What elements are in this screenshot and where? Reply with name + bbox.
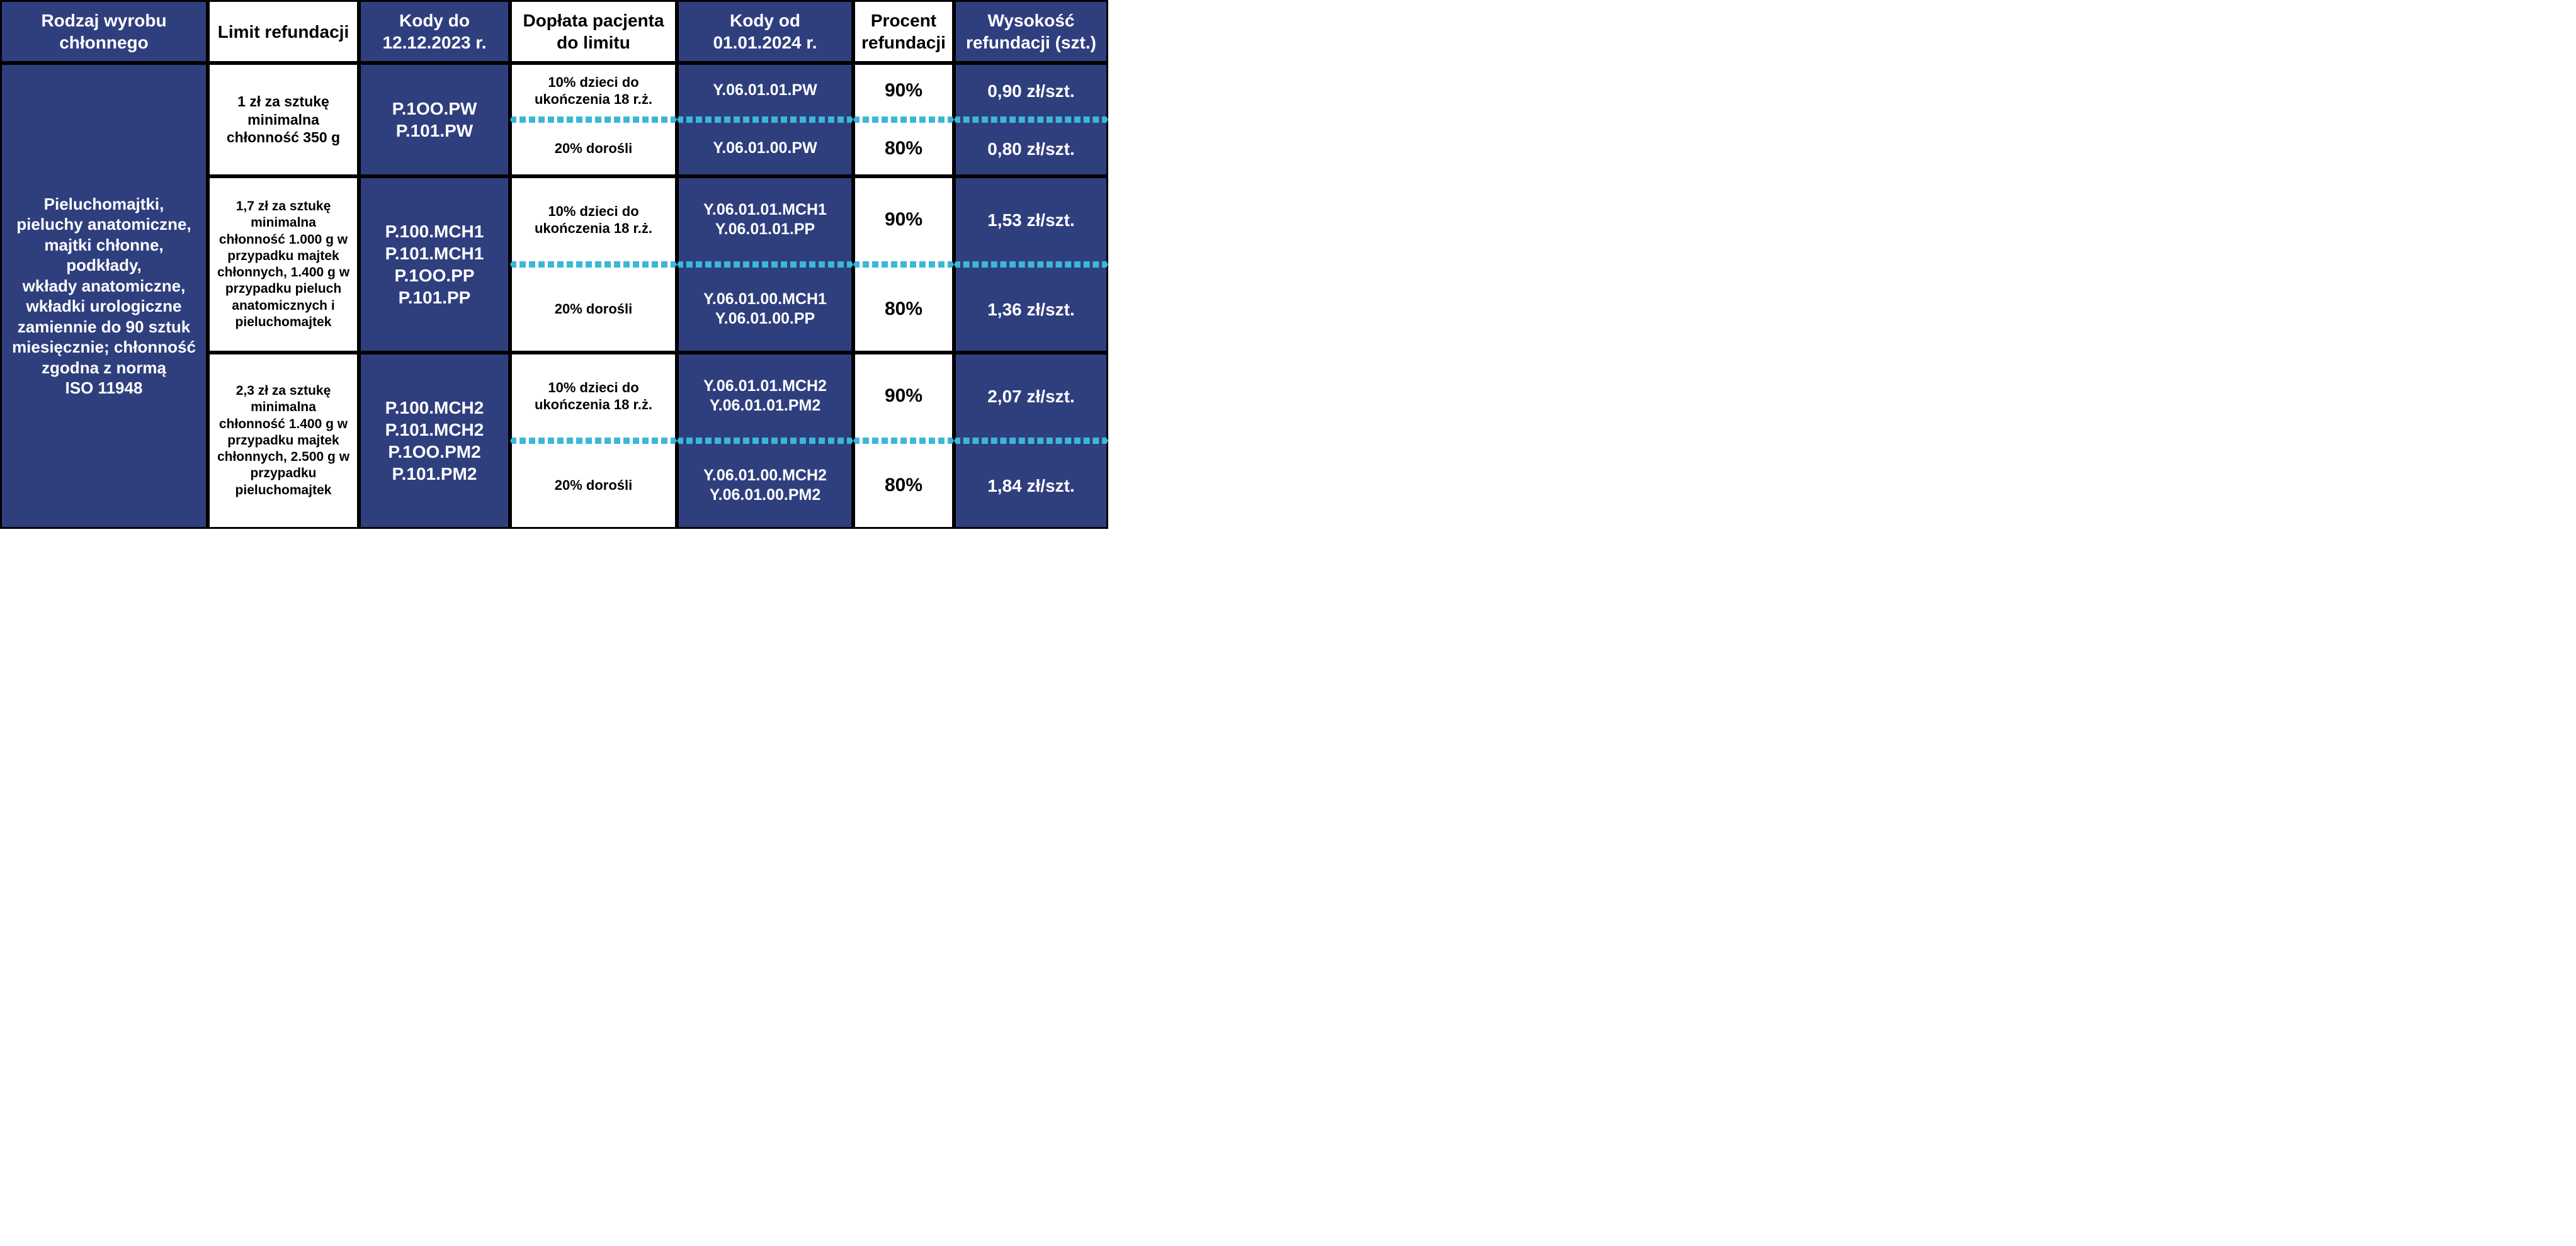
cell-amount-1b: 0,80 zł/szt.: [954, 120, 1108, 176]
header-amount: Wysokość refundacji (szt.): [954, 0, 1108, 63]
cell-limit-3: 2,3 zł za sztukę minimalna chłonność 1.4…: [208, 353, 359, 529]
cell-codes-new-2b: Y.06.01.00.MCH1 Y.06.01.00.PP: [677, 264, 853, 353]
header-copay: Dopłata pacjenta do limitu: [510, 0, 677, 63]
cell-percent-1b: 80%: [853, 120, 954, 176]
cell-codes-new-1a: Y.06.01.01.PW: [677, 63, 853, 120]
cell-amount-2b: 1,36 zł/szt.: [954, 264, 1108, 353]
cell-percent-3a: 90%: [853, 353, 954, 441]
cell-copay-2b: 20% dorośli: [510, 264, 677, 353]
cell-codes-new-1b: Y.06.01.00.PW: [677, 120, 853, 176]
cell-amount-1a: 0,90 zł/szt.: [954, 63, 1108, 120]
cell-copay-1b: 20% dorośli: [510, 120, 677, 176]
cell-percent-3b: 80%: [853, 441, 954, 529]
cell-amount-3b: 1,84 zł/szt.: [954, 441, 1108, 529]
cell-codes-old-3: P.100.MCH2 P.101.MCH2 P.1OO.PM2 P.101.PM…: [359, 353, 510, 529]
cell-limit-2: 1,7 zł za sztukę minimalna chłonność 1.0…: [208, 176, 359, 353]
cell-codes-old-2: P.100.MCH1 P.101.MCH1 P.1OO.PP P.101.PP: [359, 176, 510, 353]
cell-amount-3a: 2,07 zł/szt.: [954, 353, 1108, 441]
cell-codes-new-2a: Y.06.01.01.MCH1 Y.06.01.01.PP: [677, 176, 853, 264]
reimbursement-table: Rodzaj wyrobu chłonnego Limit refundacji…: [0, 0, 1108, 529]
header-percent: Procent refundacji: [853, 0, 954, 63]
header-limit: Limit refundacji: [208, 0, 359, 63]
cell-limit-1: 1 zł za sztukę minimalna chłonność 350 g: [208, 63, 359, 176]
header-product-type: Rodzaj wyrobu chłonnego: [0, 0, 208, 63]
cell-copay-1a: 10% dzieci do ukończenia 18 r.ż.: [510, 63, 677, 120]
cell-percent-2b: 80%: [853, 264, 954, 353]
cell-codes-old-1: P.1OO.PW P.101.PW: [359, 63, 510, 176]
cell-amount-2a: 1,53 zł/szt.: [954, 176, 1108, 264]
header-codes-new: Kody od 01.01.2024 r.: [677, 0, 853, 63]
cell-percent-1a: 90%: [853, 63, 954, 120]
cell-copay-3a: 10% dzieci do ukończenia 18 r.ż.: [510, 353, 677, 441]
cell-codes-new-3a: Y.06.01.01.MCH2 Y.06.01.01.PM2: [677, 353, 853, 441]
header-codes-old: Kody do 12.12.2023 r.: [359, 0, 510, 63]
cell-copay-3b: 20% dorośli: [510, 441, 677, 529]
cell-percent-2a: 90%: [853, 176, 954, 264]
cell-product-type: Pieluchomajtki, pieluchy anatomiczne, ma…: [0, 63, 208, 529]
cell-copay-2a: 10% dzieci do ukończenia 18 r.ż.: [510, 176, 677, 264]
cell-codes-new-3b: Y.06.01.00.MCH2 Y.06.01.00.PM2: [677, 441, 853, 529]
